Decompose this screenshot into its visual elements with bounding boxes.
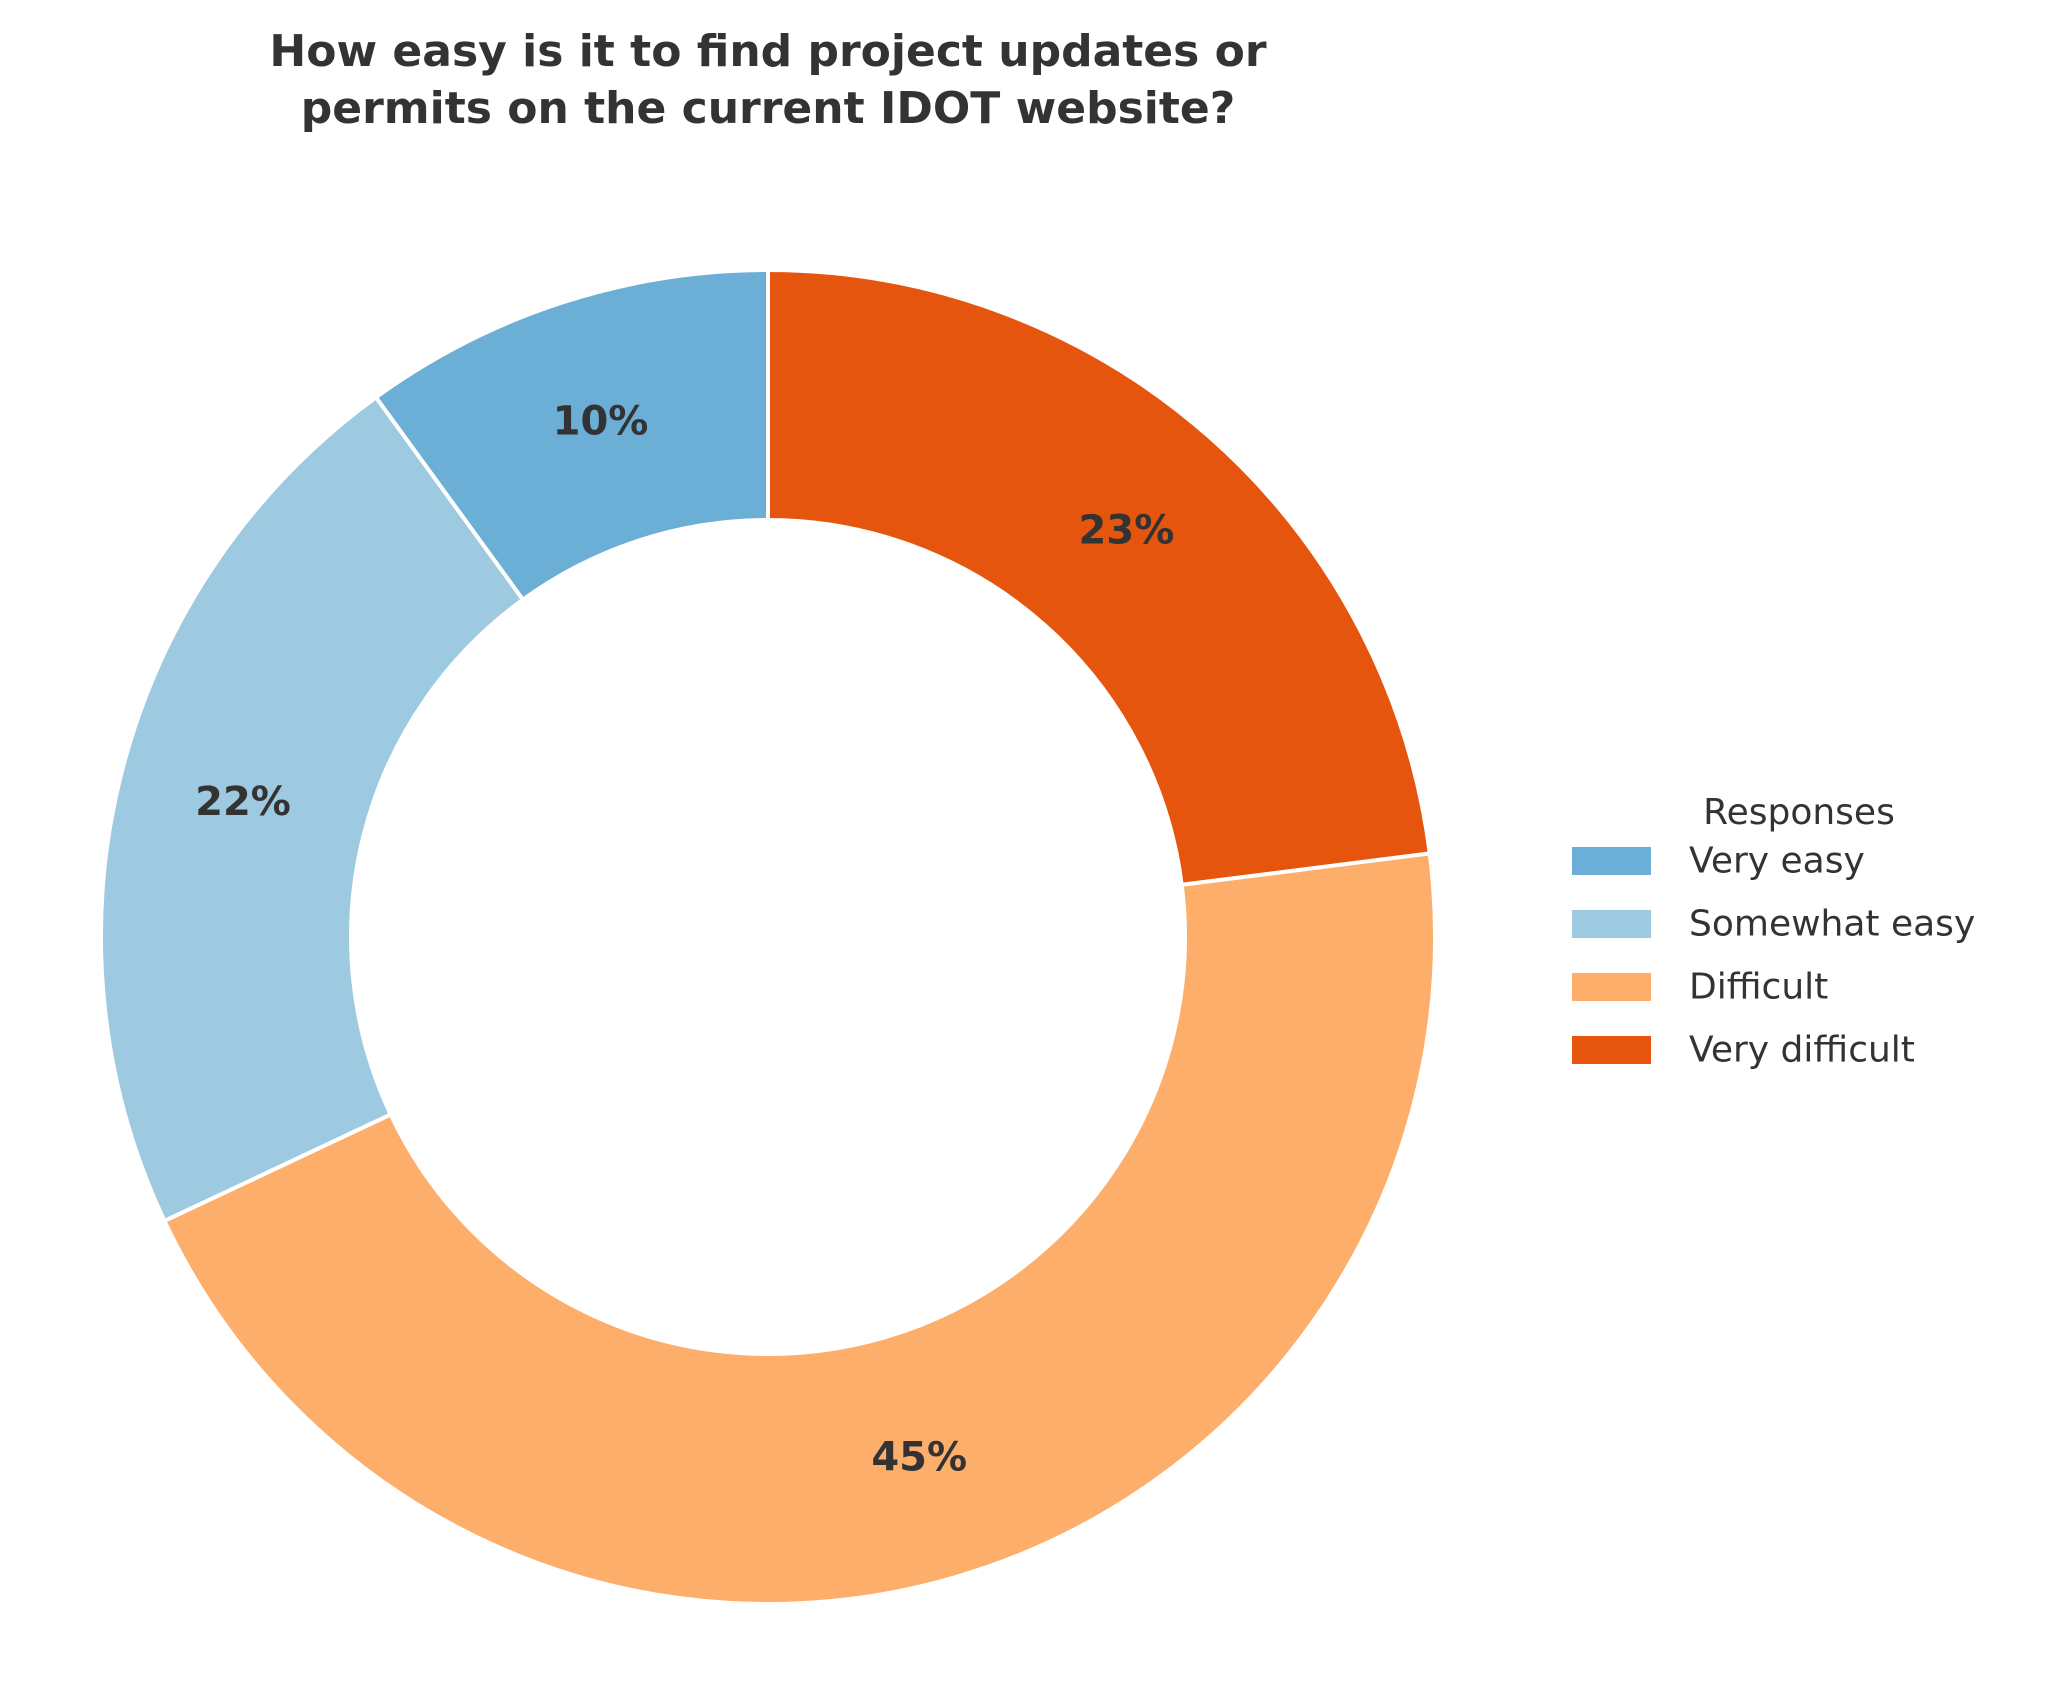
slice-very-difficult	[766, 268, 1432, 887]
slice-label-very-easy: 10%	[553, 399, 649, 445]
legend-swatch-somewhat-easy	[1572, 910, 1651, 938]
legend-label-somewhat-easy: Somewhat easy	[1689, 904, 1975, 945]
chart-title-line-2: permits on the current IDOT website?	[301, 83, 1236, 134]
legend-swatch-difficult	[1572, 973, 1651, 1001]
slice-label-difficult: 45%	[871, 1434, 967, 1480]
legend-title: Responses	[1703, 792, 1895, 833]
slice-somewhat-easy	[99, 395, 525, 1223]
legend-swatch-very-difficult	[1572, 1036, 1651, 1064]
chart-title-line-1: How easy is it to find project updates o…	[269, 26, 1266, 77]
slice-label-very-difficult: 23%	[1079, 507, 1175, 553]
legend-label-difficult: Difficult	[1689, 967, 1828, 1008]
donut-slices	[99, 268, 1437, 1606]
slice-labels: 10% 22% 45% 23%	[195, 399, 1174, 1481]
legend-label-very-difficult: Very difficult	[1689, 1030, 1915, 1071]
legend-label-very-easy: Very easy	[1689, 841, 1865, 882]
legend: Responses Very easy Somewhat easy Difficul…	[1572, 792, 1975, 1071]
slice-difficult	[162, 851, 1437, 1606]
legend-swatch-very-easy	[1572, 847, 1651, 875]
slice-label-somewhat-easy: 22%	[195, 779, 291, 825]
